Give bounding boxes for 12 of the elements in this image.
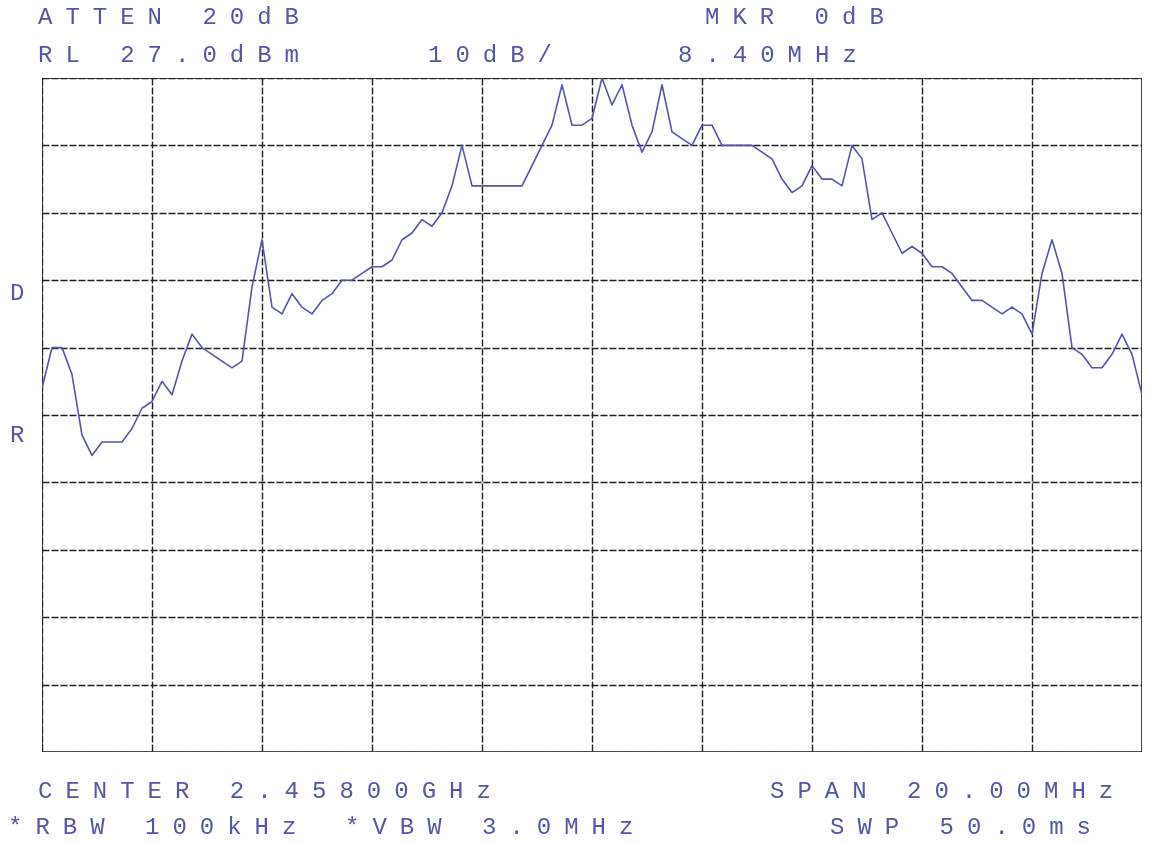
text: R <box>10 422 38 449</box>
text: ATTEN 20dB <box>38 4 313 31</box>
text: SWP 50.0ms <box>830 814 1105 841</box>
text: *VBW 3.0MHz <box>345 814 647 841</box>
text: D <box>10 280 38 307</box>
text: 8.40MHz <box>678 42 870 69</box>
text: SPAN 20.00MHz <box>770 778 1127 805</box>
text: CENTER 2.45800GHz <box>38 778 504 805</box>
text: *RBW 100kHz <box>8 814 310 841</box>
text: MKR 0dB <box>705 4 897 31</box>
text: 10dB/ <box>428 42 566 69</box>
text: RL 27.0dBm <box>38 42 313 69</box>
